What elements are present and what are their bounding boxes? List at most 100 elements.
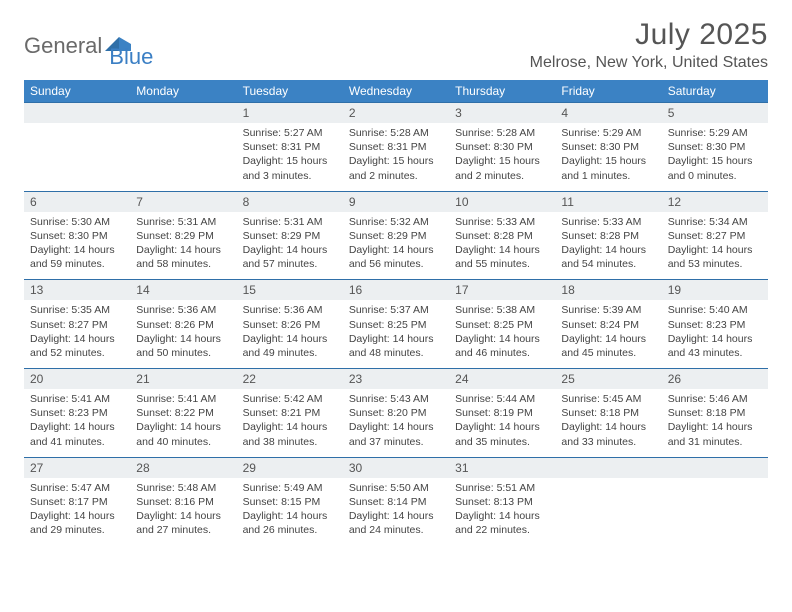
day-body-row: Sunrise: 5:41 AMSunset: 8:23 PMDaylight:… <box>24 389 768 457</box>
day-number-row: 13141516171819 <box>24 279 768 300</box>
day-number: 14 <box>130 280 236 300</box>
sunset-line: Sunset: 8:29 PM <box>243 229 337 243</box>
sunset-line: Sunset: 8:30 PM <box>668 140 762 154</box>
sunrise-line: Sunrise: 5:36 AM <box>243 303 337 317</box>
sunrise-line: Sunrise: 5:46 AM <box>668 392 762 406</box>
day-cell <box>130 123 236 191</box>
weekday-header: Tuesday <box>237 80 343 102</box>
day-cell: Sunrise: 5:31 AMSunset: 8:29 PMDaylight:… <box>130 212 236 280</box>
sunset-line: Sunset: 8:27 PM <box>30 318 124 332</box>
day-body-row: Sunrise: 5:30 AMSunset: 8:30 PMDaylight:… <box>24 212 768 280</box>
day-cell: Sunrise: 5:45 AMSunset: 8:18 PMDaylight:… <box>555 389 661 457</box>
sunset-line: Sunset: 8:29 PM <box>349 229 443 243</box>
sunrise-line: Sunrise: 5:29 AM <box>561 126 655 140</box>
day-cell: Sunrise: 5:43 AMSunset: 8:20 PMDaylight:… <box>343 389 449 457</box>
sunrise-line: Sunrise: 5:36 AM <box>136 303 230 317</box>
daylight-line: Daylight: 14 hours and 45 minutes. <box>561 332 655 360</box>
weekday-header-row: SundayMondayTuesdayWednesdayThursdayFrid… <box>24 80 768 102</box>
day-cell: Sunrise: 5:32 AMSunset: 8:29 PMDaylight:… <box>343 212 449 280</box>
day-number-row: 6789101112 <box>24 191 768 212</box>
sunset-line: Sunset: 8:25 PM <box>455 318 549 332</box>
sunset-line: Sunset: 8:30 PM <box>561 140 655 154</box>
day-number: 16 <box>343 280 449 300</box>
daylight-line: Daylight: 14 hours and 40 minutes. <box>136 420 230 448</box>
day-number: 28 <box>130 458 236 478</box>
sunrise-line: Sunrise: 5:38 AM <box>455 303 549 317</box>
sunrise-line: Sunrise: 5:31 AM <box>243 215 337 229</box>
day-cell: Sunrise: 5:29 AMSunset: 8:30 PMDaylight:… <box>555 123 661 191</box>
day-number: 23 <box>343 369 449 389</box>
sunset-line: Sunset: 8:30 PM <box>455 140 549 154</box>
day-number: 21 <box>130 369 236 389</box>
sunrise-line: Sunrise: 5:34 AM <box>668 215 762 229</box>
day-cell: Sunrise: 5:37 AMSunset: 8:25 PMDaylight:… <box>343 300 449 368</box>
sunrise-line: Sunrise: 5:39 AM <box>561 303 655 317</box>
month-title: July 2025 <box>530 18 768 52</box>
day-number: 1 <box>237 103 343 123</box>
day-cell <box>662 478 768 546</box>
daylight-line: Daylight: 14 hours and 55 minutes. <box>455 243 549 271</box>
sunset-line: Sunset: 8:28 PM <box>455 229 549 243</box>
day-number <box>130 103 236 123</box>
daylight-line: Daylight: 14 hours and 58 minutes. <box>136 243 230 271</box>
weekday-header: Friday <box>555 80 661 102</box>
sunrise-line: Sunrise: 5:30 AM <box>30 215 124 229</box>
day-cell: Sunrise: 5:51 AMSunset: 8:13 PMDaylight:… <box>449 478 555 546</box>
sunset-line: Sunset: 8:25 PM <box>349 318 443 332</box>
day-number: 27 <box>24 458 130 478</box>
daylight-line: Daylight: 14 hours and 31 minutes. <box>668 420 762 448</box>
sunrise-line: Sunrise: 5:35 AM <box>30 303 124 317</box>
weekday-header: Sunday <box>24 80 130 102</box>
daylight-line: Daylight: 14 hours and 26 minutes. <box>243 509 337 537</box>
header: General Blue July 2025 Melrose, New York… <box>24 18 768 72</box>
day-number: 19 <box>662 280 768 300</box>
day-number: 7 <box>130 192 236 212</box>
sunrise-line: Sunrise: 5:40 AM <box>668 303 762 317</box>
daylight-line: Daylight: 14 hours and 59 minutes. <box>30 243 124 271</box>
day-number: 26 <box>662 369 768 389</box>
daylight-line: Daylight: 14 hours and 33 minutes. <box>561 420 655 448</box>
day-cell: Sunrise: 5:42 AMSunset: 8:21 PMDaylight:… <box>237 389 343 457</box>
sunrise-line: Sunrise: 5:45 AM <box>561 392 655 406</box>
day-cell: Sunrise: 5:49 AMSunset: 8:15 PMDaylight:… <box>237 478 343 546</box>
day-cell: Sunrise: 5:30 AMSunset: 8:30 PMDaylight:… <box>24 212 130 280</box>
sunrise-line: Sunrise: 5:33 AM <box>561 215 655 229</box>
sunset-line: Sunset: 8:18 PM <box>668 406 762 420</box>
day-cell: Sunrise: 5:41 AMSunset: 8:22 PMDaylight:… <box>130 389 236 457</box>
sunset-line: Sunset: 8:30 PM <box>30 229 124 243</box>
calendar-grid: SundayMondayTuesdayWednesdayThursdayFrid… <box>24 80 768 545</box>
day-number: 15 <box>237 280 343 300</box>
day-cell: Sunrise: 5:41 AMSunset: 8:23 PMDaylight:… <box>24 389 130 457</box>
weekday-header: Monday <box>130 80 236 102</box>
weekday-header: Thursday <box>449 80 555 102</box>
sunrise-line: Sunrise: 5:50 AM <box>349 481 443 495</box>
sunrise-line: Sunrise: 5:28 AM <box>349 126 443 140</box>
day-body-row: Sunrise: 5:47 AMSunset: 8:17 PMDaylight:… <box>24 478 768 546</box>
day-cell: Sunrise: 5:46 AMSunset: 8:18 PMDaylight:… <box>662 389 768 457</box>
sunset-line: Sunset: 8:14 PM <box>349 495 443 509</box>
daylight-line: Daylight: 14 hours and 52 minutes. <box>30 332 124 360</box>
day-body-row: Sunrise: 5:35 AMSunset: 8:27 PMDaylight:… <box>24 300 768 368</box>
day-number-row: 20212223242526 <box>24 368 768 389</box>
sunset-line: Sunset: 8:24 PM <box>561 318 655 332</box>
daylight-line: Daylight: 14 hours and 41 minutes. <box>30 420 124 448</box>
day-number-row: 2728293031 <box>24 457 768 478</box>
day-cell: Sunrise: 5:29 AMSunset: 8:30 PMDaylight:… <box>662 123 768 191</box>
day-cell: Sunrise: 5:28 AMSunset: 8:31 PMDaylight:… <box>343 123 449 191</box>
daylight-line: Daylight: 14 hours and 50 minutes. <box>136 332 230 360</box>
day-number: 13 <box>24 280 130 300</box>
day-cell: Sunrise: 5:36 AMSunset: 8:26 PMDaylight:… <box>130 300 236 368</box>
daylight-line: Daylight: 14 hours and 49 minutes. <box>243 332 337 360</box>
sunrise-line: Sunrise: 5:37 AM <box>349 303 443 317</box>
sunset-line: Sunset: 8:23 PM <box>668 318 762 332</box>
day-number <box>662 458 768 478</box>
brand-text-1: General <box>24 33 102 59</box>
day-number: 5 <box>662 103 768 123</box>
day-cell: Sunrise: 5:31 AMSunset: 8:29 PMDaylight:… <box>237 212 343 280</box>
sunset-line: Sunset: 8:19 PM <box>455 406 549 420</box>
sunrise-line: Sunrise: 5:28 AM <box>455 126 549 140</box>
sunrise-line: Sunrise: 5:33 AM <box>455 215 549 229</box>
daylight-line: Daylight: 15 hours and 2 minutes. <box>455 154 549 182</box>
day-cell: Sunrise: 5:38 AMSunset: 8:25 PMDaylight:… <box>449 300 555 368</box>
daylight-line: Daylight: 14 hours and 56 minutes. <box>349 243 443 271</box>
